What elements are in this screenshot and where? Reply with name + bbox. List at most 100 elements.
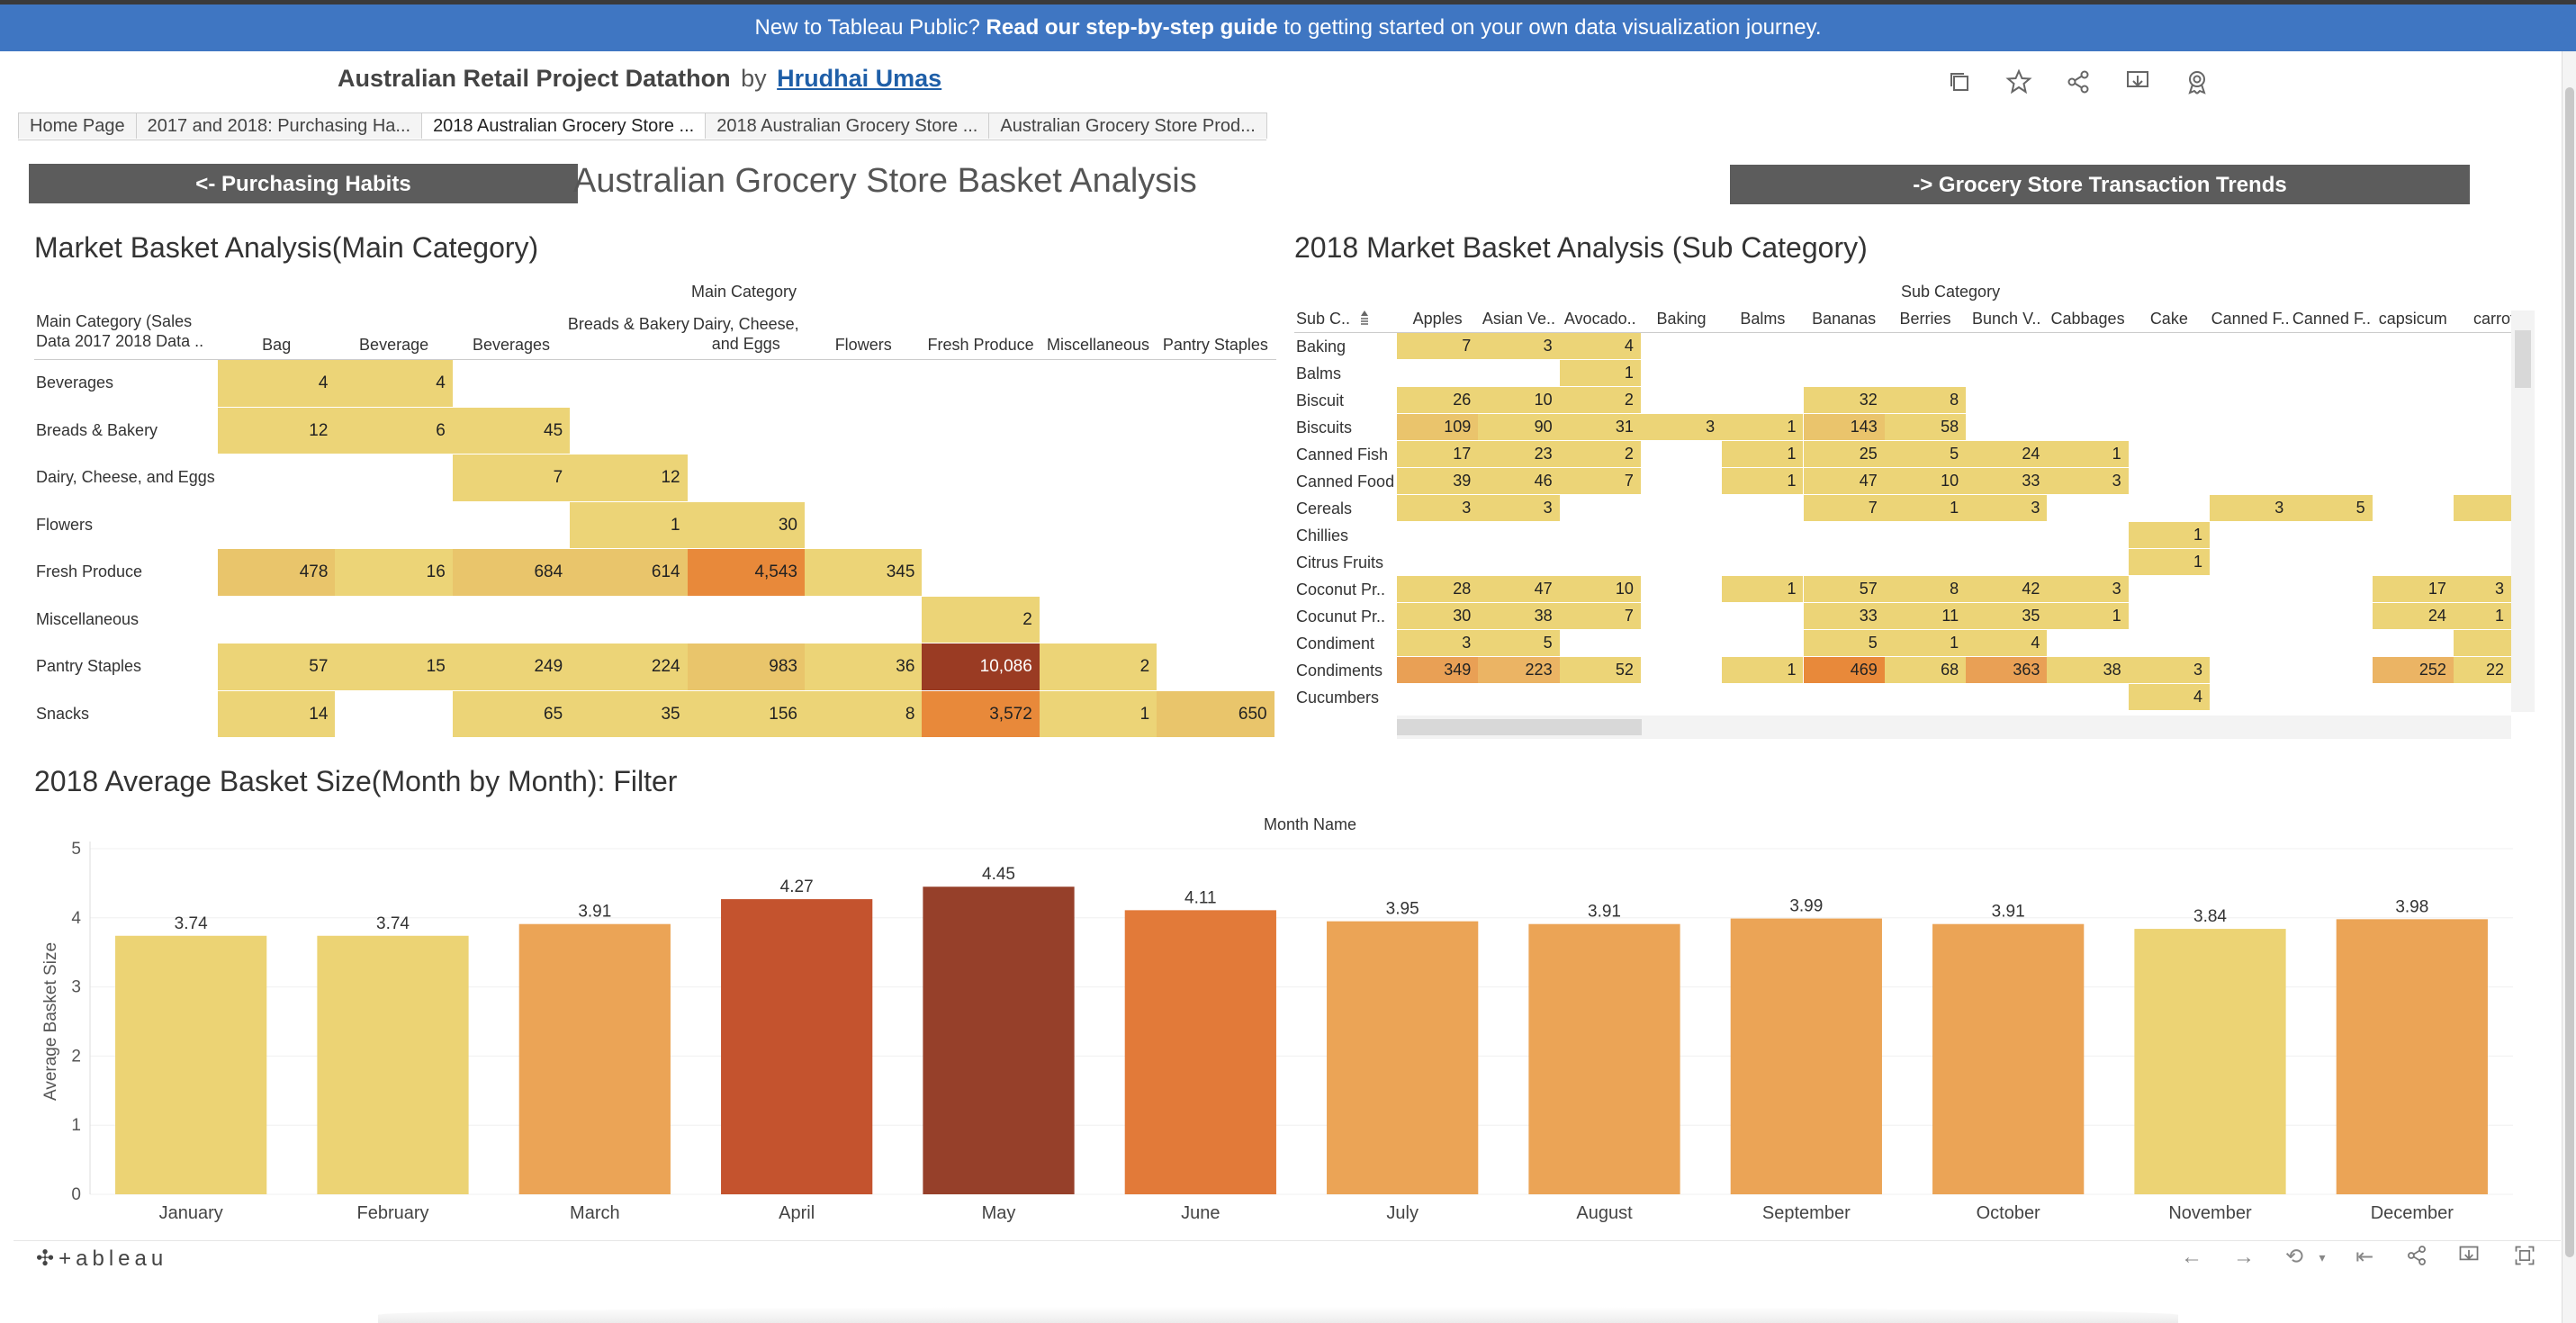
sub-matrix-cell[interactable]: 3 bbox=[2047, 576, 2129, 602]
main-matrix-cell[interactable]: 650 bbox=[1157, 690, 1274, 737]
main-matrix-cell[interactable]: 1 bbox=[570, 501, 688, 548]
sub-matrix-cell[interactable]: 4 bbox=[2128, 684, 2210, 710]
sub-matrix-cell[interactable]: 39 bbox=[1397, 468, 1479, 494]
sub-matrix-cell[interactable]: 1 bbox=[1722, 414, 1804, 440]
revert-icon[interactable]: ⟲ bbox=[2284, 1245, 2304, 1269]
tab-2[interactable]: 2017 and 2018: Purchasing Ha... bbox=[135, 112, 423, 139]
sub-matrix-hscroll[interactable] bbox=[1397, 716, 2511, 739]
tab-4[interactable]: 2018 Australian Grocery Store ... bbox=[705, 112, 990, 139]
fullscreen-icon[interactable] bbox=[2511, 1244, 2538, 1271]
sub-matrix-cell[interactable]: 4 bbox=[1559, 333, 1641, 359]
sub-matrix-cell[interactable]: 42 bbox=[1966, 576, 2048, 602]
sub-matrix-cell[interactable] bbox=[2453, 495, 2511, 521]
sub-matrix-cell[interactable]: 25 bbox=[1803, 441, 1885, 467]
main-matrix-cell[interactable]: 30 bbox=[687, 501, 805, 548]
sub-matrix-cell[interactable]: 1 bbox=[1884, 630, 1967, 656]
sub-matrix-cell[interactable]: 11 bbox=[1884, 603, 1967, 629]
sub-matrix-cell[interactable]: 1 bbox=[1722, 576, 1804, 602]
sub-matrix-cell[interactable]: 68 bbox=[1884, 657, 1967, 683]
sub-matrix-cell[interactable]: 1 bbox=[2128, 549, 2210, 575]
basket-bar-march[interactable] bbox=[518, 923, 671, 1194]
sub-matrix-cell[interactable]: 58 bbox=[1884, 414, 1967, 440]
main-matrix-cell[interactable]: 6 bbox=[335, 407, 453, 454]
sub-matrix-cell[interactable]: 1 bbox=[1722, 657, 1804, 683]
footer-share-icon[interactable] bbox=[2403, 1244, 2430, 1271]
sub-matrix-cell[interactable]: 31 bbox=[1559, 414, 1641, 440]
main-matrix-cell[interactable]: 10,086 bbox=[922, 644, 1040, 690]
copy-icon[interactable] bbox=[1946, 68, 1973, 95]
sub-matrix-cell[interactable]: 52 bbox=[1559, 657, 1641, 683]
sub-matrix-cell[interactable]: 3 bbox=[2453, 576, 2511, 602]
main-matrix-cell[interactable]: 4 bbox=[218, 360, 336, 407]
sub-matrix-cell[interactable]: 5 bbox=[1884, 441, 1967, 467]
basket-bar-september[interactable] bbox=[1730, 918, 1882, 1194]
download-icon[interactable] bbox=[2124, 68, 2151, 95]
sub-matrix-cell[interactable]: 17 bbox=[1397, 441, 1479, 467]
basket-bar-april[interactable] bbox=[721, 899, 873, 1194]
tableau-logo[interactable]: ✣+ableau bbox=[36, 1246, 167, 1272]
sub-matrix-cell[interactable]: 1 bbox=[2128, 522, 2210, 548]
sub-matrix-cell[interactable]: 1 bbox=[1722, 468, 1804, 494]
main-matrix-cell[interactable]: 345 bbox=[805, 549, 923, 596]
main-matrix-cell[interactable]: 224 bbox=[570, 644, 688, 690]
sub-matrix-cell[interactable]: 4 bbox=[1966, 630, 2048, 656]
sub-matrix-cell[interactable]: 252 bbox=[2372, 657, 2454, 683]
main-matrix-cell[interactable]: 12 bbox=[570, 454, 688, 501]
page-scrollbar-thumb[interactable] bbox=[2565, 87, 2574, 1257]
sub-matrix-cell[interactable]: 7 bbox=[1803, 495, 1885, 521]
sub-matrix-cell[interactable]: 3 bbox=[1397, 495, 1479, 521]
sub-matrix-cell[interactable]: 35 bbox=[1966, 603, 2048, 629]
sub-matrix-cell[interactable]: 26 bbox=[1397, 387, 1479, 413]
basket-bar-july[interactable] bbox=[1327, 921, 1479, 1194]
sub-matrix-cell[interactable]: 10 bbox=[1559, 576, 1641, 602]
sub-matrix-cell[interactable] bbox=[2453, 630, 2511, 656]
sort-icon[interactable] bbox=[1358, 308, 1371, 328]
main-matrix-cell[interactable]: 684 bbox=[452, 549, 571, 596]
main-matrix-cell[interactable]: 35 bbox=[570, 690, 688, 737]
sub-matrix-cell[interactable]: 3 bbox=[1966, 495, 2048, 521]
sub-matrix-cell[interactable]: 23 bbox=[1478, 441, 1560, 467]
main-matrix-cell[interactable]: 4 bbox=[335, 360, 453, 407]
sub-matrix-cell[interactable]: 30 bbox=[1397, 603, 1479, 629]
sub-matrix-cell[interactable]: 3 bbox=[1397, 630, 1479, 656]
sub-matrix-cell[interactable]: 109 bbox=[1397, 414, 1479, 440]
sub-matrix-cell[interactable]: 3 bbox=[1640, 414, 1723, 440]
basket-bar-february[interactable] bbox=[317, 935, 469, 1194]
main-matrix-cell[interactable]: 14 bbox=[218, 690, 336, 737]
sub-matrix-cell[interactable]: 5 bbox=[1803, 630, 1885, 656]
undo-icon[interactable]: ← bbox=[2181, 1245, 2202, 1269]
sub-matrix-cell[interactable]: 24 bbox=[1966, 441, 2048, 467]
main-matrix-cell[interactable]: 4,543 bbox=[687, 549, 805, 596]
sub-matrix-cell[interactable]: 17 bbox=[2372, 576, 2454, 602]
author-link[interactable]: Hrudhai Umas bbox=[777, 65, 942, 92]
sub-matrix-cell[interactable]: 57 bbox=[1803, 576, 1885, 602]
basket-bar-november[interactable] bbox=[2134, 929, 2286, 1194]
sub-matrix-cell[interactable]: 46 bbox=[1478, 468, 1560, 494]
sub-matrix-cell[interactable]: 7 bbox=[1559, 468, 1641, 494]
redo-icon[interactable]: → bbox=[2233, 1245, 2255, 1269]
main-matrix-cell[interactable]: 57 bbox=[218, 644, 336, 690]
sub-row-header[interactable]: Sub C.. bbox=[1296, 310, 1351, 328]
sub-matrix-cell[interactable]: 2 bbox=[1559, 441, 1641, 467]
purchasing-habits-nav-button[interactable]: <- Purchasing Habits bbox=[29, 164, 578, 203]
sub-matrix-cell[interactable]: 1 bbox=[1722, 441, 1804, 467]
sub-matrix-cell[interactable]: 32 bbox=[1803, 387, 1885, 413]
main-matrix-cell[interactable]: 249 bbox=[452, 644, 571, 690]
revert-all-icon[interactable]: ⇤ bbox=[2355, 1245, 2374, 1269]
sub-matrix-cell[interactable]: 47 bbox=[1478, 576, 1560, 602]
sub-matrix-cell[interactable]: 3 bbox=[1478, 333, 1560, 359]
main-matrix-cell[interactable]: 45 bbox=[452, 407, 571, 454]
sub-matrix-cell[interactable]: 1 bbox=[2047, 603, 2129, 629]
main-matrix-cell[interactable]: 15 bbox=[335, 644, 453, 690]
footer-download-icon[interactable] bbox=[2455, 1244, 2482, 1271]
banner-guide-link[interactable]: Read our step-by-step guide bbox=[986, 15, 1278, 40]
basket-bar-may[interactable] bbox=[923, 886, 1075, 1194]
main-matrix-cell[interactable]: 478 bbox=[218, 549, 336, 596]
tab-3[interactable]: 2018 Australian Grocery Store ... bbox=[421, 112, 707, 139]
sub-matrix-cell[interactable]: 143 bbox=[1803, 414, 1885, 440]
transaction-trends-nav-button[interactable]: -> Grocery Store Transaction Trends bbox=[1730, 165, 2470, 204]
tab-1[interactable]: Home Page bbox=[18, 112, 137, 139]
sub-matrix-cell[interactable]: 8 bbox=[1884, 576, 1967, 602]
sub-matrix-cell[interactable]: 28 bbox=[1397, 576, 1479, 602]
sub-matrix-cell[interactable]: 469 bbox=[1803, 657, 1885, 683]
